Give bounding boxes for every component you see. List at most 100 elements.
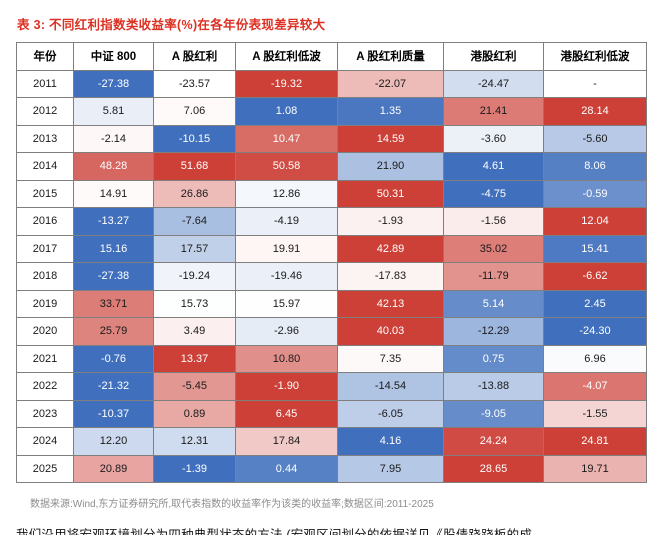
value-cell: -1.90 [235, 372, 338, 401]
value-cell: 24.24 [443, 427, 544, 456]
year-cell: 2012 [16, 97, 74, 126]
value-cell: -1.93 [337, 207, 444, 236]
column-header: A 股红利低波 [235, 42, 338, 71]
column-header: A 股红利质量 [337, 42, 444, 71]
column-header: 中证 800 [73, 42, 154, 71]
value-cell: 13.37 [153, 344, 236, 373]
value-cell: 3.49 [153, 317, 236, 346]
value-cell: -19.46 [235, 262, 338, 291]
value-cell: 50.58 [235, 152, 338, 181]
value-cell: 14.59 [337, 124, 444, 153]
value-cell: 5.14 [443, 289, 544, 318]
value-cell: -13.27 [73, 207, 154, 236]
value-cell: 1.35 [337, 97, 444, 126]
value-cell: -11.79 [443, 262, 544, 291]
value-cell: - [543, 69, 647, 98]
year-cell: 2017 [16, 234, 74, 263]
value-cell: 21.90 [337, 152, 444, 181]
value-cell: -9.05 [443, 399, 544, 428]
value-cell: -2.14 [73, 124, 154, 153]
value-cell: 48.28 [73, 152, 154, 181]
value-cell: -5.60 [543, 124, 647, 153]
value-cell: -10.15 [153, 124, 236, 153]
value-cell: 15.41 [543, 234, 647, 263]
value-cell: -1.55 [543, 399, 647, 428]
value-cell: -13.88 [443, 372, 544, 401]
value-cell: 7.95 [337, 454, 444, 483]
value-cell: -19.32 [235, 69, 338, 98]
table-row: 2018 -27.38 -19.24 -19.46 -17.83 -11.79 -6.62 [16, 262, 647, 291]
table-row: 2022 -21.32 -5.45 -1.90 -14.54 -13.88 -4.07 [16, 372, 647, 401]
year-cell: 2020 [16, 317, 74, 346]
value-cell: 1.08 [235, 97, 338, 126]
value-cell: -10.37 [73, 399, 154, 428]
body-paragraph: 我们沿用将宏观环境划分为四种典型状态的方法,(宏观区间划分的依据详见《股债跷跷板… [16, 528, 533, 535]
table-row: 2025 20.89 -1.39 0.44 7.95 28.65 19.71 [16, 454, 647, 483]
value-cell: 25.79 [73, 317, 154, 346]
table-row: 2011 -27.38 -23.57 -19.32 -22.07 -24.47- [16, 69, 647, 98]
value-cell: -3.60 [443, 124, 544, 153]
value-cell: 0.89 [153, 399, 236, 428]
value-cell: 12.86 [235, 179, 338, 208]
value-cell: 7.06 [153, 97, 236, 126]
table-row: 2012 5.81 7.06 1.08 1.35 21.41 28.14 [16, 97, 647, 126]
value-cell: -1.39 [153, 454, 236, 483]
table-row: 2014 48.28 51.68 50.58 21.90 4.61 8.06 [16, 152, 647, 181]
value-cell: 42.89 [337, 234, 444, 263]
column-header: 港股红利 [443, 42, 544, 71]
value-cell: -17.83 [337, 262, 444, 291]
value-cell: 50.31 [337, 179, 444, 208]
value-cell: 26.86 [153, 179, 236, 208]
table-row: 2020 25.79 3.49 -2.96 40.03 -12.29 -24.30 [16, 317, 647, 346]
year-cell: 2014 [16, 152, 74, 181]
value-cell: 15.73 [153, 289, 236, 318]
table-row: 2023 -10.37 0.89 6.45 -6.05 -9.05 -1.55 [16, 399, 647, 428]
value-cell: -24.30 [543, 317, 647, 346]
value-cell: 4.16 [337, 427, 444, 456]
table-row: 2019 33.71 15.73 15.97 42.13 5.14 2.45 [16, 289, 647, 318]
value-cell: 6.96 [543, 344, 647, 373]
value-cell: 4.61 [443, 152, 544, 181]
dividend-returns-table: 年份 中证 800 A 股红利 A 股红利低波 A 股红利质量 港股红利 港股红利低波 20… [16, 42, 647, 483]
value-cell: 17.57 [153, 234, 236, 263]
table-title: 表 3: 不同红利指数类收益率(%)在各年份表现差异较大 [17, 18, 326, 32]
value-cell: -24.47 [443, 69, 544, 98]
value-cell: 7.35 [337, 344, 444, 373]
value-cell: -21.32 [73, 372, 154, 401]
value-cell: -4.07 [543, 372, 647, 401]
year-cell: 2021 [16, 344, 74, 373]
value-cell: 20.89 [73, 454, 154, 483]
year-cell: 2016 [16, 207, 74, 236]
value-cell: 33.71 [73, 289, 154, 318]
value-cell: 42.13 [337, 289, 444, 318]
value-cell: -0.59 [543, 179, 647, 208]
value-cell: 17.84 [235, 427, 338, 456]
year-cell: 2024 [16, 427, 74, 456]
value-cell: 24.81 [543, 427, 647, 456]
value-cell: 8.06 [543, 152, 647, 181]
value-cell: 19.71 [543, 454, 647, 483]
year-cell: 2013 [16, 124, 74, 153]
table-row: 2021 -0.76 13.37 10.80 7.35 0.75 6.96 [16, 344, 647, 373]
value-cell: 12.31 [153, 427, 236, 456]
table-row: 2015 14.91 26.86 12.86 50.31 -4.75 -0.59 [16, 179, 647, 208]
year-cell: 2019 [16, 289, 74, 318]
value-cell: -6.05 [337, 399, 444, 428]
value-cell: -27.38 [73, 69, 154, 98]
value-cell: 15.16 [73, 234, 154, 263]
year-cell: 2011 [16, 69, 74, 98]
value-cell: -12.29 [443, 317, 544, 346]
data-source-note: 数据来源:Wind,东方证券研究所,取代表指数的收益率作为该类的收益率;数据区间… [30, 499, 434, 510]
value-cell: -27.38 [73, 262, 154, 291]
table-row: 2016 -13.27 -7.64 -4.19 -1.93 -1.56 12.04 [16, 207, 647, 236]
value-cell: -23.57 [153, 69, 236, 98]
table-row: 2017 15.16 17.57 19.91 42.89 35.02 15.41 [16, 234, 647, 263]
value-cell: 28.14 [543, 97, 647, 126]
value-cell: 0.44 [235, 454, 338, 483]
value-cell: 35.02 [443, 234, 544, 263]
value-cell: -19.24 [153, 262, 236, 291]
column-header: 年份 [16, 42, 74, 71]
value-cell: -2.96 [235, 317, 338, 346]
table-row: 2013 -2.14 -10.15 10.47 14.59 -3.60 -5.60 [16, 124, 647, 153]
